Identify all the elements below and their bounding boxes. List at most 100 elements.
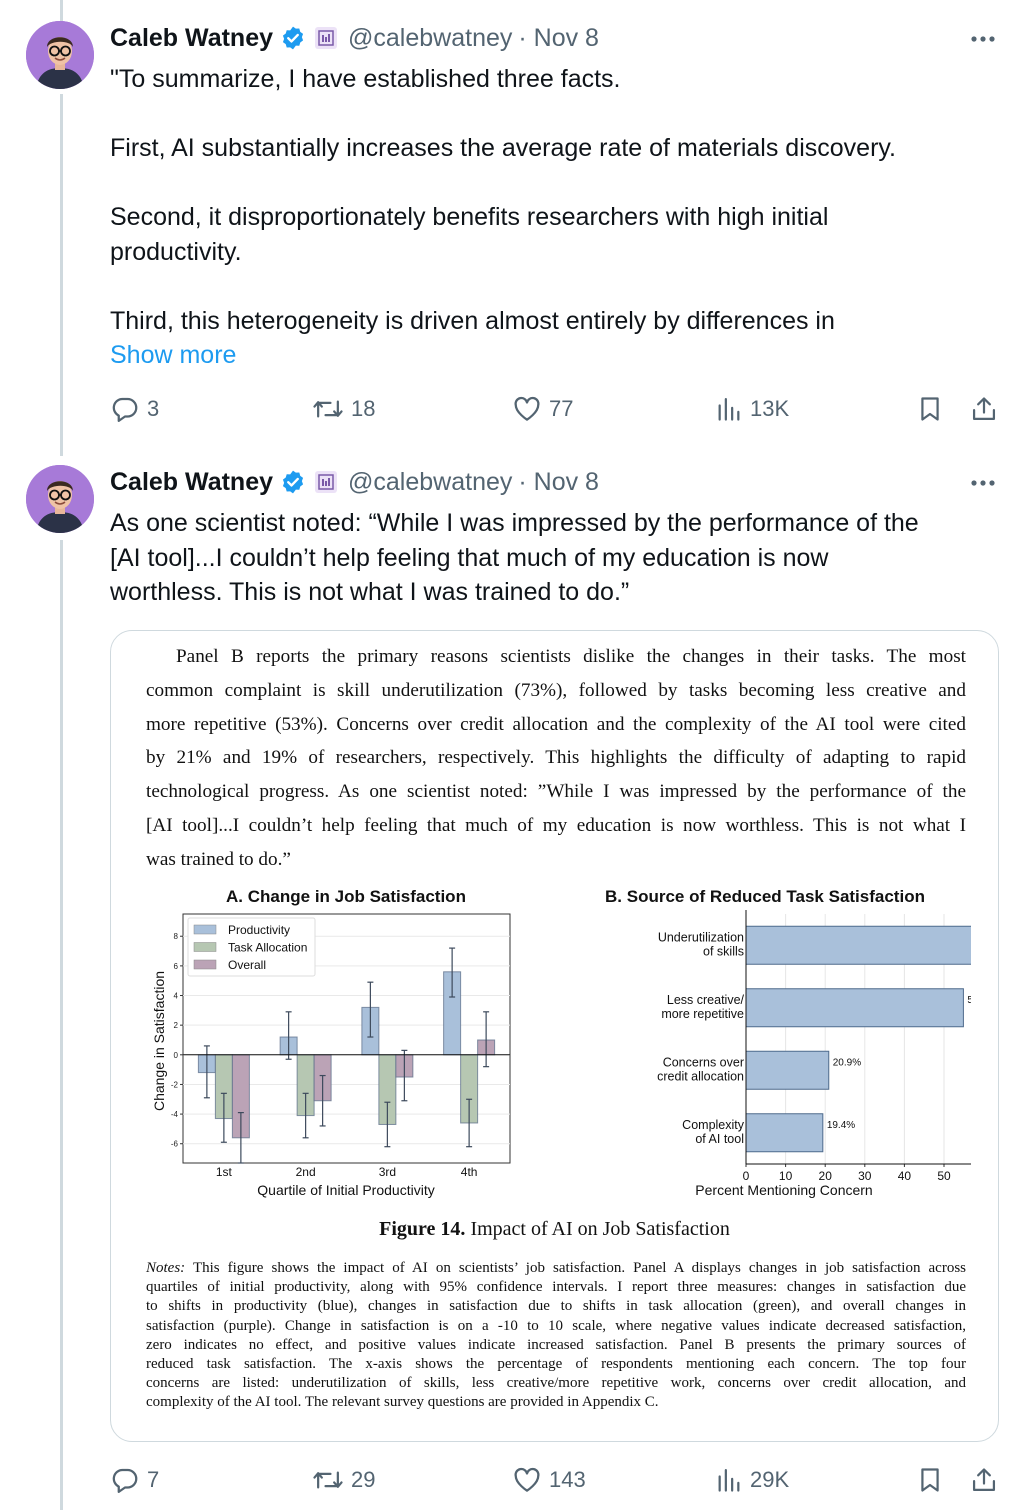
share-button[interactable] [970,1462,1005,1498]
y-category-label: of skills [703,944,744,958]
reply-icon [112,1468,138,1493]
repost-count: 18 [351,396,376,421]
legend-label: Productivity [228,923,290,937]
tweet-header: Caleb Watney @calebwatney · Nov 8 [110,464,599,500]
y-tick-label: -4 [171,1110,179,1119]
tweet-line: [AI tool]...I couldn’t help feeling that… [110,543,829,572]
like-button[interactable]: 143 [512,1462,586,1498]
views-button[interactable]: 29K [715,1462,789,1498]
repost-icon [313,1471,343,1489]
x-tick-label: 20 [819,1169,833,1183]
author-handle[interactable]: @calebwatney [348,467,513,496]
tweet-text: As one scientist noted: “While I was imp… [110,506,990,610]
author-name[interactable]: Caleb Watney [110,467,274,496]
x-tick-label: 30 [858,1169,872,1183]
more-options-icon[interactable] [970,34,996,44]
tweet-1[interactable]: Caleb Watney @calebwatney · Nov 8 "To su… [0,0,1026,440]
like-button[interactable]: 77 [512,391,573,427]
view-count: 13K [750,396,790,421]
y-category-label: Concerns over [663,1055,744,1069]
legend-swatch [193,942,217,952]
paper-line: [AI tool]...I couldn’t help feeling that… [146,814,966,836]
bookmark-button[interactable] [916,1462,951,1498]
reply-count: 7 [147,1467,160,1492]
y-tick-label: -6 [171,1140,179,1149]
notes-line: to shifts in productivity (blue), change… [146,1298,966,1315]
tweet-actions: 7 29 143 29K [110,1462,1000,1498]
reply-count: 3 [147,396,160,421]
y-tick-label: 2 [174,1021,179,1030]
legend-label: Overall [228,958,266,972]
chart-title: B. Source of Reduced Task Satisfaction [605,887,925,906]
views-button[interactable]: 13K [715,391,789,427]
data-label: 19.4% [827,1120,855,1131]
y-category-label: Underutilization [658,930,744,944]
affiliation-badge-icon[interactable] [314,470,338,494]
figure-label: Figure 14. [379,1218,466,1240]
tweet-header: Caleb Watney @calebwatney · Nov 8 [110,20,599,56]
affiliation-badge-icon[interactable] [314,26,338,50]
share-icon [972,1468,996,1492]
tweet-text: "To summarize, I have established three … [110,62,990,373]
notes-line: zero indicates no effect, and positive v… [146,1336,966,1353]
data-label: 20.9% [833,1057,861,1068]
y-tick-label: 8 [174,932,179,941]
legend-swatch [193,959,217,970]
tweet-2[interactable]: Caleb Watney @calebwatney · Nov 8 As one… [0,440,1026,1510]
tweet-media-image[interactable]: Panel B reports the primary reasons scie… [110,630,999,1442]
tweet-date[interactable]: · Nov 8 [518,467,599,496]
chart-panel-a: A. Change in Job Satisfaction Change in … [151,887,511,1198]
verified-badge-icon[interactable] [280,469,306,495]
paper-line: Panel B reports the primary reasons scie… [176,646,966,667]
avatar-illustration-icon [26,465,94,533]
tweet-paragraph: First, AI substantially increases the av… [110,134,896,162]
repost-count: 29 [351,1467,376,1492]
thread-connector-line [60,94,63,456]
thread-connector-line [60,540,63,1510]
bar [745,1113,824,1153]
x-axis-label: Quartile of Initial Productivity [257,1182,434,1198]
show-more-link[interactable]: Show more [110,341,237,369]
notes-line: reduced task satisfaction. The x-axis sh… [146,1356,966,1373]
bookmark-button[interactable] [916,391,951,427]
avatar[interactable] [26,465,94,533]
chart-title: A. Change in Job Satisfaction [226,887,466,906]
y-axis-label: Change in Satisfaction [151,971,167,1111]
paper-line: more repetitive (53%). Concerns over cre… [146,713,966,735]
x-tick-label: 40 [898,1169,912,1183]
like-count: 77 [549,396,574,421]
tweet-paragraph: Third, this heterogeneity is driven almo… [110,306,835,335]
reply-button[interactable]: 7 [110,1462,159,1498]
author-name[interactable]: Caleb Watney [110,23,274,52]
x-tick-label: 2nd [296,1165,316,1179]
tweet-date[interactable]: · Nov 8 [518,23,599,52]
x-tick-label: 10 [779,1169,793,1183]
avatar[interactable] [26,21,94,89]
x-tick-label: 50 [937,1169,951,1183]
y-category-label: Less creative/ [667,993,745,1007]
share-icon [972,397,996,421]
y-category-label: more repetitive [661,1007,744,1021]
paper-line: by 21% and 19% of researchers, respectiv… [146,747,966,769]
repost-button[interactable]: 29 [312,1462,375,1498]
notes-line: complexity of the AI tool. The relevant … [146,1394,659,1411]
more-options-icon[interactable] [970,478,996,488]
reply-button[interactable]: 3 [110,391,159,427]
bookmark-icon [921,1468,939,1492]
paper-line: common complaint is skill underutilizati… [146,679,966,701]
tweet-line: As one scientist noted: “While I was imp… [110,509,919,537]
x-tick-label: 0 [743,1169,750,1183]
verified-badge-icon[interactable] [280,25,306,51]
heart-icon [514,1467,540,1492]
notes-line: This figure shows the impact of AI on sc… [185,1260,966,1276]
bar [745,1050,830,1090]
bar [745,988,964,1028]
share-button[interactable] [970,391,1005,427]
y-tick-label: 6 [174,962,179,971]
heart-icon [514,396,540,421]
repost-button[interactable]: 18 [312,391,375,427]
author-handle[interactable]: @calebwatney [348,23,513,52]
paper-line: technological progress. As one scientist… [146,781,966,803]
x-tick-label: 3rd [379,1165,396,1179]
x-axis-label: Percent Mentioning Concern [695,1182,872,1198]
